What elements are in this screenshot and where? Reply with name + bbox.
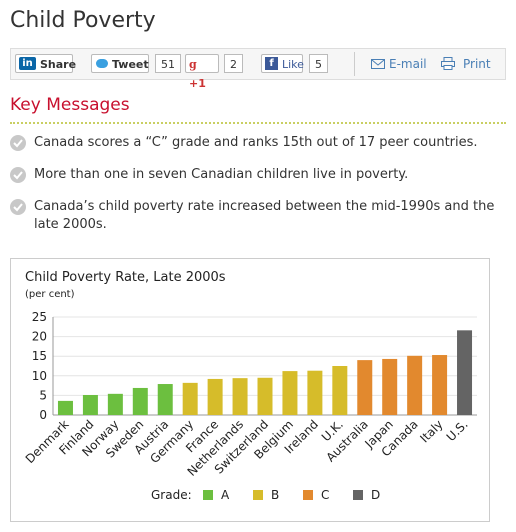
bar — [207, 378, 223, 415]
twitter-count: 51 — [155, 54, 181, 73]
bar — [282, 371, 298, 415]
bar — [432, 355, 448, 415]
bar — [307, 370, 323, 415]
bar — [332, 366, 348, 415]
chart-title: Child Poverty Rate, Late 2000s — [25, 270, 226, 285]
bar — [82, 395, 98, 415]
message: More than one in seven Canadian children… — [10, 166, 510, 184]
bar — [232, 378, 248, 415]
chart: Child Poverty Rate, Late 2000s (per cent)… — [10, 258, 490, 522]
legend-label: C — [321, 488, 329, 502]
bar — [182, 382, 198, 415]
bar — [257, 377, 273, 415]
gplus-label: +1 — [189, 77, 206, 90]
email-icon — [371, 59, 385, 69]
x-tick-label: U.S. — [444, 417, 471, 444]
check-icon — [10, 135, 26, 151]
check-icon — [10, 167, 26, 183]
legend-label: B — [271, 488, 279, 502]
facebook-label: Like — [282, 58, 304, 71]
x-tick-label: Italy — [417, 417, 445, 445]
y-tick-label: 20 — [32, 330, 47, 344]
linkedin-label: Share — [40, 58, 77, 71]
email-link[interactable]: E-mail — [389, 57, 427, 71]
y-tick-label: 25 — [32, 310, 47, 324]
print-icon — [441, 57, 455, 70]
key-messages: Canada scores a “C” grade and ranks 15th… — [10, 134, 510, 248]
message: Canada scores a “C” grade and ranks 15th… — [10, 134, 510, 152]
y-tick-label: 15 — [32, 349, 47, 363]
legend-label: A — [221, 488, 230, 502]
gplus-button[interactable]: g +1 — [185, 54, 219, 90]
divider — [10, 122, 506, 124]
message-text: Canada’s child poverty rate increased be… — [34, 199, 495, 232]
bar — [407, 355, 423, 415]
bar — [157, 384, 173, 415]
twitter-button[interactable]: Tweet — [91, 54, 149, 73]
facebook-button[interactable]: f Like — [261, 54, 304, 73]
share-bar: in Share Tweet 51 g +1 2 f Like 5 E-mail P… — [10, 48, 506, 90]
message-text: Canada scores a “C” grade and ranks 15th… — [34, 135, 478, 150]
message-text: More than one in seven Canadian children… — [34, 167, 409, 182]
facebook-count: 5 — [309, 54, 328, 73]
twitter-label: Tweet — [112, 58, 149, 71]
print-link[interactable]: Print — [463, 57, 491, 71]
chart-subtitle: (per cent) — [25, 289, 75, 300]
legend-swatch — [203, 490, 213, 500]
bar — [107, 393, 123, 415]
y-tick-label: 5 — [39, 388, 47, 402]
bar — [57, 400, 73, 415]
linkedin-button[interactable]: in Share — [15, 54, 77, 73]
legend-swatch — [303, 490, 313, 500]
message: Canada’s child poverty rate increased be… — [10, 198, 510, 234]
legend-title: Grade: — [151, 488, 192, 502]
bar — [132, 387, 148, 415]
bar — [457, 330, 473, 415]
y-tick-label: 0 — [39, 408, 47, 422]
legend-swatch — [353, 490, 363, 500]
legend-swatch — [253, 490, 263, 500]
page-title: Child Poverty — [10, 8, 156, 33]
check-icon — [10, 199, 26, 215]
legend-label: D — [371, 488, 380, 502]
y-tick-label: 10 — [32, 369, 47, 383]
section-title: Key Messages — [10, 95, 130, 115]
gplus-count: 2 — [224, 54, 243, 73]
bar — [382, 358, 398, 415]
bar — [357, 360, 373, 415]
